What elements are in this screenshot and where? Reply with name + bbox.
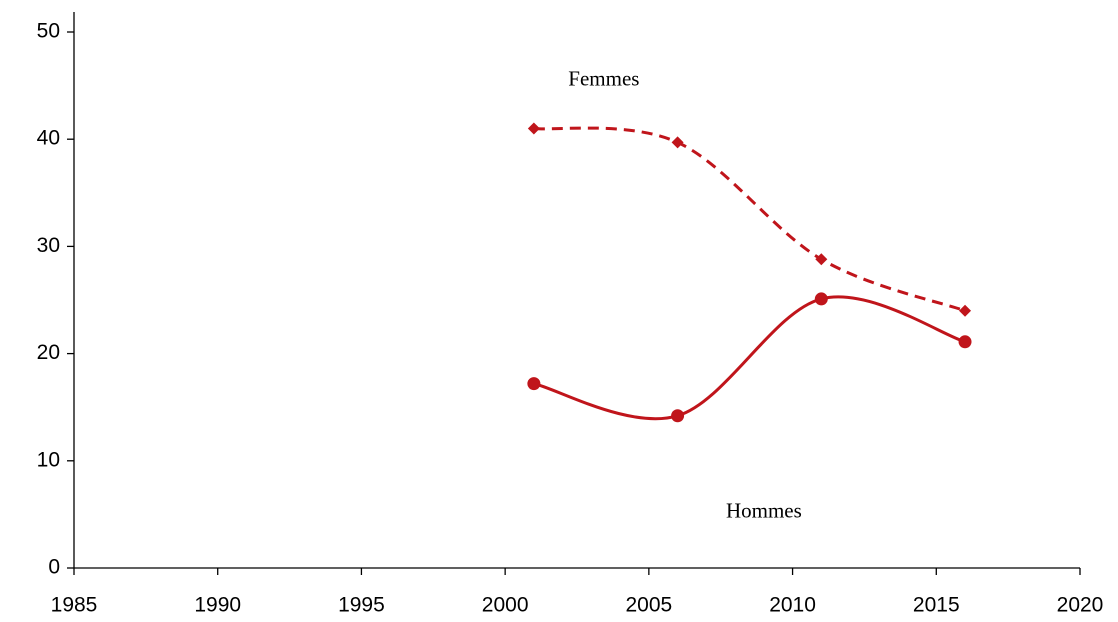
y-tick-label: 40 <box>37 127 60 150</box>
marker <box>814 292 828 306</box>
marker <box>958 335 972 349</box>
y-tick-label: 50 <box>37 20 60 43</box>
y-tick-label: 30 <box>37 234 60 257</box>
x-tick-label: 2005 <box>625 594 672 617</box>
marker <box>959 304 972 317</box>
x-tick-label: 2015 <box>913 594 960 617</box>
series-line <box>533 295 966 421</box>
x-tick-label: 2000 <box>482 594 529 617</box>
marker <box>527 122 540 135</box>
series-line <box>533 126 966 313</box>
y-tick-label: 20 <box>37 341 60 364</box>
y-tick-label: 10 <box>37 448 60 471</box>
x-tick-label: 1995 <box>338 594 385 617</box>
series-label: Hommes <box>726 499 802 523</box>
marker <box>671 409 685 423</box>
marker <box>671 136 684 149</box>
x-tick-label: 2010 <box>769 594 816 617</box>
marker <box>815 253 828 266</box>
series-label: Femmes <box>568 66 639 90</box>
x-tick-label: 1990 <box>194 594 241 617</box>
x-tick-label: 2020 <box>1057 594 1104 617</box>
x-tick-label: 1985 <box>51 594 98 617</box>
y-tick-label: 0 <box>48 556 60 579</box>
marker <box>527 377 541 391</box>
